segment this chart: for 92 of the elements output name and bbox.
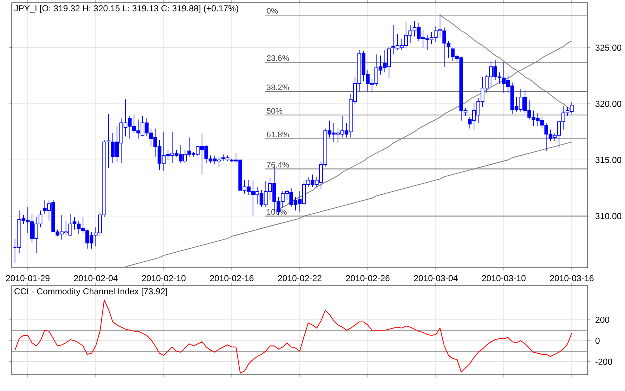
candlestick <box>77 220 81 235</box>
y-tick-label: -200 <box>596 358 612 365</box>
candlestick <box>136 119 140 140</box>
candlestick <box>302 181 306 206</box>
candlestick <box>332 122 336 143</box>
candlestick <box>374 54 378 86</box>
candlestick <box>90 232 94 250</box>
chart-title: JPY_I [O: 319.32 H: 320.15 L: 319.13 C: 319.88] (+0.17%) <box>14 5 238 14</box>
candlestick <box>421 30 426 48</box>
candlestick <box>417 22 421 42</box>
candlestick <box>570 102 574 114</box>
candlestick <box>472 102 476 130</box>
candlestick <box>430 32 434 45</box>
candlestick <box>362 50 366 82</box>
candlestick <box>290 188 294 208</box>
candlestick <box>60 214 64 240</box>
y-tick-label: 320.00 <box>596 100 622 108</box>
candlestick <box>532 110 536 127</box>
candlestick <box>544 122 548 152</box>
candlestick <box>166 150 170 161</box>
candlestick <box>519 89 523 112</box>
candlestick <box>400 38 404 50</box>
candlestick <box>412 20 417 38</box>
candlestick <box>200 132 204 176</box>
y-tick-label: 310.00 <box>596 213 622 220</box>
candlestick <box>30 214 34 244</box>
candlestick <box>451 48 455 62</box>
candlestick <box>111 132 115 164</box>
x-tick-label: 2010-03-04 <box>414 275 458 282</box>
candlestick <box>494 60 498 81</box>
candlestick <box>260 190 264 208</box>
candlestick <box>434 26 438 43</box>
candlestick <box>392 25 396 55</box>
candlestick <box>340 116 344 138</box>
candlestick <box>251 181 256 217</box>
candlestick <box>528 100 532 120</box>
candlestick <box>442 27 446 68</box>
x-tick-label: 2010-02-04 <box>74 275 118 282</box>
y-tick-label: 200 <box>596 316 610 324</box>
y-tick-label: 325.00 <box>596 44 622 51</box>
candlestick <box>383 50 387 73</box>
annotation: 0% <box>267 8 278 14</box>
candlestick <box>256 186 260 204</box>
x-tick-label: 2010-02-16 <box>210 275 254 282</box>
candlestick <box>396 34 400 50</box>
y-tick-label: 0 <box>596 338 600 344</box>
candlestick <box>294 196 298 212</box>
x-tick-label: 2010-03-16 <box>550 275 594 282</box>
x-tick-label: 2010-01-29 <box>6 275 50 282</box>
candlestick <box>43 200 47 214</box>
candlestick <box>34 217 38 254</box>
candlestick <box>115 126 120 163</box>
annotation: 38.2% <box>267 84 290 90</box>
candlestick <box>310 174 315 188</box>
candlestick <box>408 25 412 44</box>
candlestick <box>132 114 136 134</box>
candlestick <box>281 191 285 209</box>
candlestick <box>145 118 149 137</box>
candlestick <box>536 112 540 127</box>
x-tick-label: 2010-02-10 <box>142 275 186 282</box>
candlestick <box>64 220 68 236</box>
candlestick <box>404 22 408 48</box>
candlestick <box>183 150 188 164</box>
x-tick-label: 2010-03-10 <box>482 275 526 282</box>
candlestick <box>489 61 494 88</box>
candlestick <box>68 214 72 237</box>
candlestick <box>502 62 506 94</box>
x-tick-label: 2010-02-22 <box>278 275 322 282</box>
x-tick-label: 2010-02-26 <box>346 275 390 282</box>
candlestick <box>510 82 514 114</box>
annotation: 76.4% <box>267 162 290 168</box>
candlestick <box>140 116 145 137</box>
candlestick <box>264 181 268 208</box>
candlestick <box>170 132 174 164</box>
annotation: 50% <box>267 108 283 114</box>
annotation: 23.6% <box>267 56 290 62</box>
candlestick <box>86 229 90 250</box>
y-tick-label: 315.00 <box>596 157 622 164</box>
candlestick <box>188 137 192 158</box>
chart-title: CCI - Commodity Channel Index [73.92] <box>14 288 168 296</box>
candlestick <box>179 145 183 164</box>
candlestick <box>213 155 217 166</box>
candlestick <box>120 118 124 164</box>
candlestick <box>158 140 162 171</box>
candlestick <box>426 35 430 50</box>
candlestick <box>247 180 251 196</box>
candlestick <box>204 145 208 164</box>
candlestick <box>162 132 166 172</box>
candlestick <box>387 46 392 79</box>
annotation: 61.8% <box>267 132 290 138</box>
candlestick <box>222 154 226 162</box>
candlestick <box>128 116 132 140</box>
